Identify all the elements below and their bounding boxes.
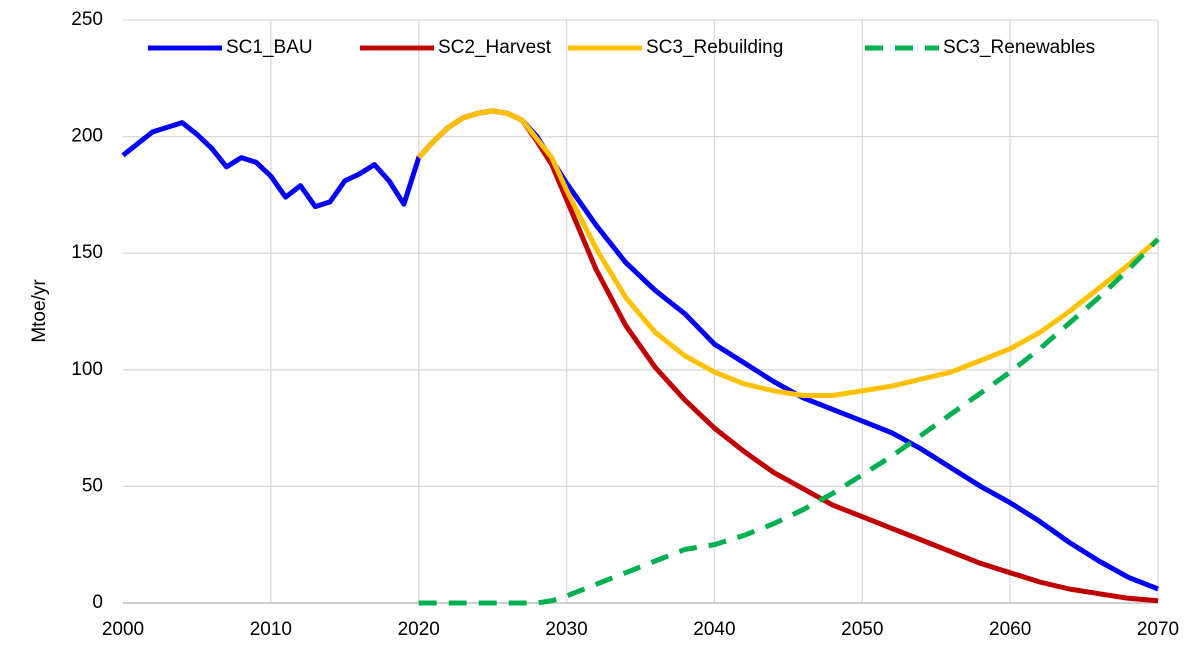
- x-tick-label: 2070: [1137, 619, 1179, 640]
- x-tick-label: 2010: [250, 619, 292, 640]
- y-tick-label: 0: [92, 592, 103, 613]
- x-tick-label: 2060: [989, 619, 1031, 640]
- y-tick-label: 150: [71, 242, 103, 263]
- x-tick-label: 2020: [398, 619, 440, 640]
- y-tick-label: 250: [71, 9, 103, 30]
- x-tick-label: 2000: [102, 619, 144, 640]
- legend-label: SC2_Harvest: [438, 37, 552, 58]
- y-tick-label: 100: [71, 359, 103, 380]
- series-line: [416, 108, 1160, 398]
- legend-label: SC3_Rebuilding: [646, 37, 783, 58]
- y-tick-label: 50: [82, 475, 103, 496]
- x-tick-label: 2050: [841, 619, 883, 640]
- series-line: [418, 237, 1160, 606]
- y-axis-label: Mtoe/yr: [29, 279, 50, 343]
- x-tick-label: 2040: [693, 619, 735, 640]
- legend-label: SC1_BAU: [226, 37, 313, 58]
- x-tick-label: 2030: [545, 619, 587, 640]
- y-tick-label: 200: [71, 126, 103, 147]
- legend-label: SC3_Renewables: [943, 37, 1095, 58]
